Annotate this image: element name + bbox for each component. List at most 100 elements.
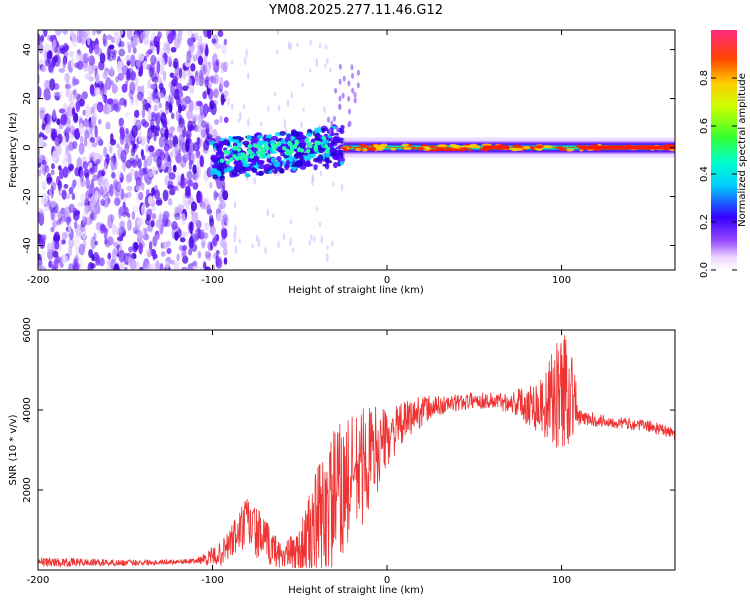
noise-cell <box>196 160 201 173</box>
band-cell <box>334 87 338 94</box>
noise-cell <box>88 162 93 169</box>
noise-cell <box>192 260 198 267</box>
band-cell <box>212 174 219 180</box>
band-cell <box>233 139 240 144</box>
noise-cell <box>178 67 183 79</box>
noise-cell <box>95 222 102 231</box>
noise-cell <box>212 53 218 67</box>
noise-cell <box>174 144 179 157</box>
noise-cell <box>194 32 199 41</box>
noise-cell <box>157 31 162 40</box>
noise-cell <box>68 246 73 257</box>
noise-cell <box>166 247 172 255</box>
noise-cell <box>146 251 152 258</box>
noise-cell <box>141 204 146 216</box>
noise-cell <box>226 217 229 227</box>
noise-cell <box>105 121 111 130</box>
noise-cell <box>147 145 155 153</box>
noise-cell <box>107 54 114 62</box>
noise-cell <box>104 239 108 245</box>
noise-cell <box>81 215 86 224</box>
noise-cell <box>138 191 144 201</box>
noise-cell <box>78 142 85 155</box>
noise-cell <box>126 30 133 40</box>
noise-cell <box>194 211 199 222</box>
noise-cell <box>223 80 230 88</box>
noise-cell <box>209 181 213 189</box>
noise-cell <box>58 165 62 171</box>
band-cell <box>290 136 296 141</box>
noise-cell <box>71 107 76 117</box>
noise-cell <box>209 225 216 235</box>
noise-cell <box>135 59 142 69</box>
noise-cell <box>178 139 183 153</box>
noise-cell <box>237 118 240 123</box>
band-peak <box>261 148 266 153</box>
noise-cell <box>91 254 95 262</box>
noise-cell <box>300 121 303 128</box>
noise-cell <box>174 231 179 241</box>
noise-cell <box>89 263 96 269</box>
noise-cell <box>199 102 204 116</box>
noise-cell <box>329 67 332 73</box>
band-cell <box>339 160 345 166</box>
snr-frame <box>37 329 676 571</box>
band-cell <box>293 152 301 159</box>
noise-cell <box>287 41 291 50</box>
noise-cell <box>224 89 227 100</box>
noise-cell <box>167 180 174 188</box>
noise-cell <box>209 125 213 137</box>
noise-cell <box>79 98 85 107</box>
band-peak <box>468 148 473 152</box>
snr-x-tick-label: 100 <box>552 575 571 586</box>
snr-x-label: Height of straight line (km) <box>288 585 424 596</box>
noise-cell <box>56 144 62 156</box>
noise-cell <box>54 136 59 146</box>
band-cell <box>332 161 339 169</box>
noise-cell <box>326 252 329 263</box>
band-peak <box>401 143 410 147</box>
band-peak <box>232 146 237 151</box>
noise-cell <box>178 115 185 128</box>
noise-cell <box>155 37 161 50</box>
band-peak <box>272 146 277 152</box>
noise-cell <box>205 120 211 129</box>
noise-cell <box>189 221 194 235</box>
noise-cell <box>247 72 250 80</box>
noise-cell <box>204 90 208 100</box>
band-peak <box>277 141 282 146</box>
noise-cell <box>141 226 148 235</box>
noise-cell <box>85 104 91 118</box>
snr-y-tick-label: 4000 <box>22 397 33 422</box>
noise-cell <box>323 106 326 114</box>
noise-cell <box>54 46 58 54</box>
band-peak <box>305 148 311 154</box>
noise-cell <box>182 192 187 206</box>
band-peak <box>225 160 230 165</box>
noise-cell <box>125 137 131 149</box>
noise-cell <box>162 210 170 220</box>
noise-cell <box>199 197 203 208</box>
noise-cell <box>199 155 204 168</box>
spectrogram-y-tick-label: -20 <box>22 188 33 204</box>
noise-cell <box>56 219 61 226</box>
noise-cell <box>77 258 84 268</box>
noise-cell <box>222 241 228 250</box>
noise-cell <box>82 238 87 250</box>
noise-cell <box>233 233 236 243</box>
noise-cell <box>65 80 71 93</box>
noise-cell <box>131 211 136 220</box>
noise-cell <box>180 97 188 111</box>
noise-cell <box>207 106 213 113</box>
band-cell <box>351 87 355 94</box>
noise-cell <box>80 169 84 183</box>
noise-cell <box>81 91 88 100</box>
noise-cell <box>172 60 178 69</box>
band-cell <box>244 172 250 178</box>
colorbar: 0.0 0.2 0.4 0.6 0.8 Normalized spectral ampl… <box>699 30 748 278</box>
noise-cell <box>121 162 127 171</box>
noise-cell <box>78 123 84 135</box>
noise-cell <box>103 146 108 158</box>
noise-cell <box>112 84 119 93</box>
noise-cell <box>153 189 161 200</box>
